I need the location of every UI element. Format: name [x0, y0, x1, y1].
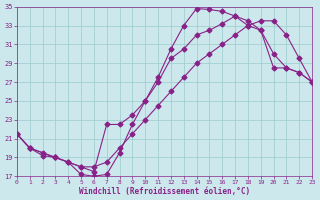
X-axis label: Windchill (Refroidissement éolien,°C): Windchill (Refroidissement éolien,°C) — [79, 187, 250, 196]
